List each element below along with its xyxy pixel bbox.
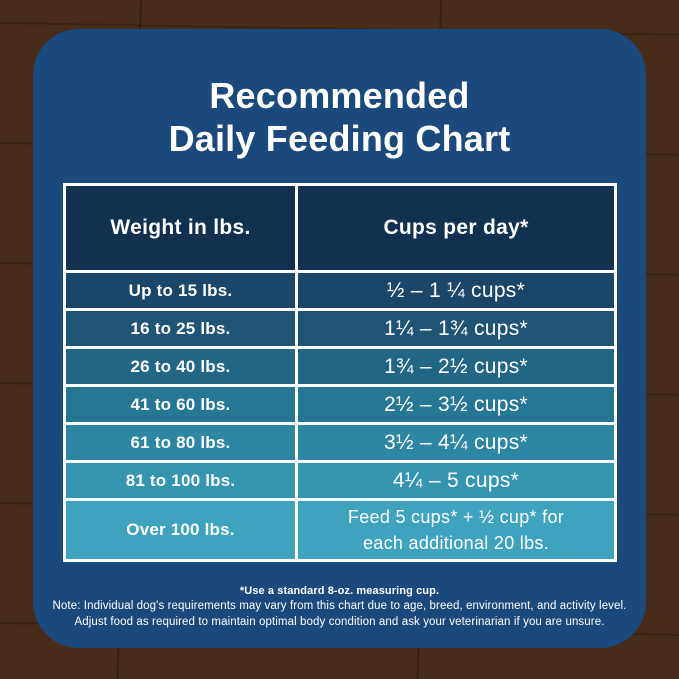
table-row-cups: 2½ – 3½ cups*: [298, 387, 614, 422]
table-row-cups: Feed 5 cups* + ½ cup* for each additiona…: [298, 501, 614, 559]
table-row-cups: 4¼ – 5 cups*: [298, 463, 614, 498]
table-row-weight: 26 to 40 lbs.: [66, 349, 295, 384]
footnotes: *Use a standard 8-oz. measuring cup. Not…: [33, 584, 646, 631]
page-title: Recommended Daily Feeding Chart: [33, 74, 646, 160]
footnote-note-line2: Adjust food as required to maintain opti…: [74, 615, 605, 628]
table-row-cups: 3½ – 4¼ cups*: [298, 425, 614, 460]
table-row-weight: 81 to 100 lbs.: [66, 463, 295, 498]
table-row-cups-line2: each additional 20 lbs.: [362, 533, 550, 553]
table-row-weight: Up to 15 lbs.: [66, 273, 295, 308]
column-header-weight: Weight in lbs.: [66, 186, 295, 270]
feeding-chart-card: Recommended Daily Feeding Chart Weight i…: [33, 29, 646, 648]
footnote-note-line1: Note: Individual dog's requirements may …: [52, 600, 627, 613]
table-row-cups: 1¼ – 1¾ cups*: [298, 311, 614, 346]
page-title-line2: Daily Feeding Chart: [168, 118, 511, 160]
table-row-cups: ½ – 1 ¼ cups*: [298, 273, 614, 308]
table-row-weight: Over 100 lbs.: [66, 501, 295, 559]
column-header-cups: Cups per day*: [298, 186, 614, 270]
feeding-table: Weight in lbs. Cups per day* Up to 15 lb…: [63, 183, 617, 562]
table-row-weight: 16 to 25 lbs.: [66, 311, 295, 346]
table-row-cups: 1¾ – 2½ cups*: [298, 349, 614, 384]
table-row-weight: 61 to 80 lbs.: [66, 425, 295, 460]
table-row-weight: 41 to 60 lbs.: [66, 387, 295, 422]
footnote-measuring-cup: *Use a standard 8-oz. measuring cup.: [239, 585, 440, 597]
table-row-cups-line1: Feed 5 cups* + ½ cup* for: [347, 506, 565, 527]
page-title-line1: Recommended: [209, 75, 470, 116]
